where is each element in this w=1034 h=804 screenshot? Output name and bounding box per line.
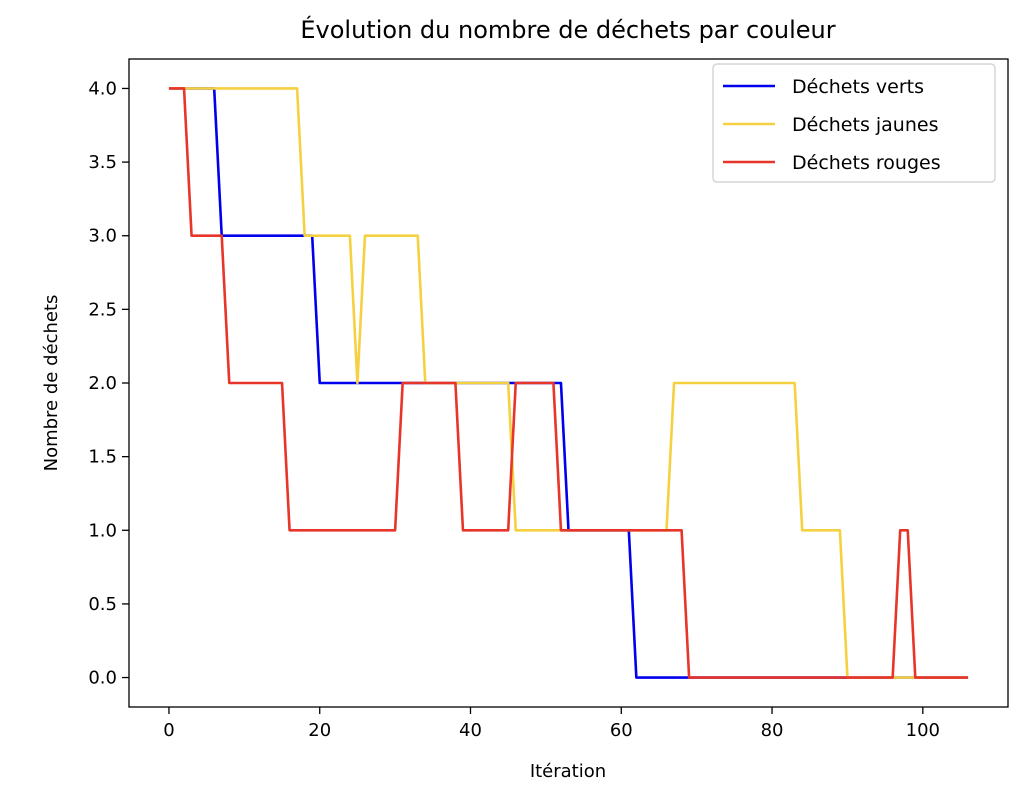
x-tick-label: 40 bbox=[459, 720, 482, 741]
series-line-2 bbox=[168, 87, 969, 679]
y-tick-label: 0.0 bbox=[88, 668, 117, 689]
x-tick-label: 20 bbox=[308, 720, 331, 741]
legend-label-2: Déchets jaunes bbox=[792, 114, 938, 136]
y-axis-title: Nombre de déchets bbox=[41, 295, 62, 472]
y-axis: 0.0 0.5 1.0 1.5 2.0 2.5 3.0 3.5 4.0 bbox=[88, 78, 129, 689]
legend-box bbox=[712, 63, 996, 183]
x-axis-title: Itération bbox=[530, 761, 606, 782]
x-tick-label: 60 bbox=[610, 720, 633, 741]
y-tick-label: 1.0 bbox=[88, 520, 117, 541]
x-tick-label: 80 bbox=[761, 720, 784, 741]
y-tick-label: 0.5 bbox=[88, 594, 117, 615]
y-tick-label: 1.5 bbox=[88, 447, 117, 468]
legend: Déchets verts Déchets jaunes Déchets rouge… bbox=[712, 63, 996, 183]
chart-title: Évolution du nombre de déchets par coule… bbox=[300, 15, 835, 44]
y-tick-label: 4.0 bbox=[88, 78, 117, 99]
series-layer bbox=[168, 87, 969, 679]
y-tick-label: 3.0 bbox=[88, 226, 117, 247]
x-axis: 0 20 40 60 80 100 bbox=[163, 707, 940, 741]
legend-label-1: Déchets verts bbox=[792, 76, 924, 98]
series-line-3 bbox=[168, 87, 969, 679]
x-tick-label: 100 bbox=[906, 720, 940, 741]
y-tick-label: 2.0 bbox=[88, 373, 117, 394]
x-tick-label: 0 bbox=[163, 720, 174, 741]
y-tick-label: 2.5 bbox=[88, 299, 117, 320]
legend-label-3: Déchets rouges bbox=[792, 152, 941, 174]
y-tick-label: 3.5 bbox=[88, 152, 117, 173]
